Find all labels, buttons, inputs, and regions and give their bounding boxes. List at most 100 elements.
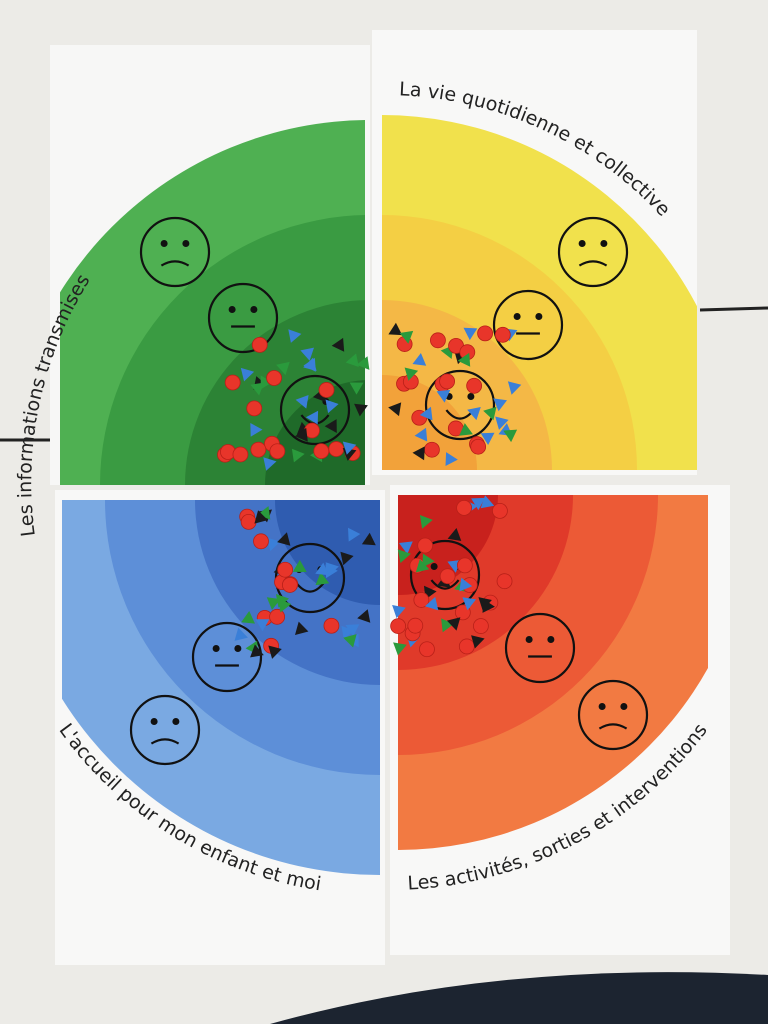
smiley-eye xyxy=(578,240,586,247)
triangle-sticker xyxy=(419,515,433,529)
triangle-sticker xyxy=(276,361,290,376)
smiley-outline xyxy=(191,621,263,693)
triangle-sticker xyxy=(393,642,407,656)
triangle-sticker xyxy=(459,577,473,592)
smiley-outline xyxy=(279,374,351,446)
triangle-sticker xyxy=(250,423,263,437)
triangle-sticker xyxy=(295,621,309,635)
smiley-mouth xyxy=(160,260,190,267)
triangle-sticker xyxy=(250,644,264,658)
triangle-sticker xyxy=(480,495,495,509)
triangle-sticker xyxy=(482,599,495,613)
triangle-sticker xyxy=(325,562,339,576)
triangle-sticker xyxy=(267,537,281,552)
dot-sticker xyxy=(470,438,487,455)
table-edge xyxy=(699,306,768,312)
dot-sticker xyxy=(246,400,263,417)
triangle-sticker xyxy=(457,352,471,367)
triangle-sticker xyxy=(349,382,364,395)
smiley-mouth xyxy=(295,582,325,593)
dot-sticker xyxy=(328,441,345,457)
smiley-eye xyxy=(467,393,475,400)
smiley-eye xyxy=(160,240,168,247)
smiley-eye xyxy=(250,306,258,313)
dot-sticker xyxy=(318,382,335,398)
triangle-sticker xyxy=(467,407,481,421)
smiley-outline xyxy=(424,369,496,441)
dot-sticker xyxy=(251,336,268,353)
triangle-sticker xyxy=(483,406,497,421)
smiley xyxy=(557,216,629,288)
triangle-sticker xyxy=(278,598,292,613)
triangle-sticker xyxy=(348,527,361,542)
dot-sticker xyxy=(424,441,440,458)
triangle-sticker xyxy=(292,559,307,572)
triangle-sticker xyxy=(241,611,255,624)
dot-sticker xyxy=(458,638,475,655)
triangle-sticker xyxy=(507,381,522,395)
dot-sticker xyxy=(494,326,511,343)
dot-sticker xyxy=(250,441,267,458)
triangle-sticker xyxy=(240,367,255,382)
dark-object xyxy=(270,972,768,1024)
dot-sticker xyxy=(269,608,286,625)
smiley-eye xyxy=(547,636,555,643)
smiley-outline xyxy=(557,216,629,288)
triangle-sticker xyxy=(354,403,368,417)
smiley xyxy=(139,216,211,288)
smiley-eye xyxy=(513,313,521,320)
triangle-sticker xyxy=(331,337,345,352)
triangle-sticker xyxy=(463,327,478,341)
dot-sticker xyxy=(413,592,430,608)
triangle-sticker xyxy=(268,645,282,659)
smiley-mouth xyxy=(578,260,608,267)
triangle-sticker xyxy=(447,528,462,541)
triangle-sticker xyxy=(388,402,402,417)
dot-sticker xyxy=(224,374,241,391)
smiley-eye xyxy=(620,703,628,710)
dot-sticker xyxy=(281,577,298,593)
triangle-sticker xyxy=(345,353,359,367)
smiley-eye xyxy=(150,718,158,725)
smiley-eye xyxy=(525,636,533,643)
smiley-mouth xyxy=(150,738,180,745)
stickers xyxy=(217,322,522,659)
triangle-sticker xyxy=(254,510,268,524)
triangle-sticker xyxy=(342,441,357,455)
dot-sticker xyxy=(266,370,282,386)
smiley xyxy=(492,289,564,361)
smiley-outline xyxy=(207,282,279,354)
triangle-sticker xyxy=(480,432,495,445)
dot-sticker xyxy=(419,641,435,658)
dot-sticker xyxy=(472,618,489,634)
triangle-sticker xyxy=(324,419,337,433)
dot-sticker xyxy=(253,533,269,550)
smiley-eye xyxy=(228,306,236,313)
triangle-sticker xyxy=(361,532,376,546)
triangle-sticker xyxy=(412,353,427,366)
triangle-sticker xyxy=(471,635,485,649)
triangle-sticker xyxy=(441,618,454,633)
dot-sticker xyxy=(323,617,340,634)
dot-sticker xyxy=(407,617,424,634)
dot-sticker xyxy=(232,446,249,463)
triangle-sticker xyxy=(266,597,281,610)
smiley xyxy=(129,694,201,766)
triangle-sticker xyxy=(357,609,371,623)
dot-sticker xyxy=(456,500,473,516)
dot-sticker xyxy=(492,502,508,519)
triangle-sticker xyxy=(399,330,414,344)
smiley-eye xyxy=(598,703,606,710)
dot-sticker xyxy=(439,373,455,390)
triangle-sticker xyxy=(397,549,411,563)
triangle-sticker xyxy=(445,452,458,466)
triangle-sticker xyxy=(503,429,518,443)
smiley-outline xyxy=(129,694,201,766)
dot-sticker xyxy=(466,377,483,394)
triangle-sticker xyxy=(419,406,433,421)
triangle-sticker xyxy=(295,427,308,442)
triangle-sticker xyxy=(493,398,507,412)
triangle-sticker xyxy=(263,457,277,471)
dot-sticker xyxy=(454,604,471,621)
